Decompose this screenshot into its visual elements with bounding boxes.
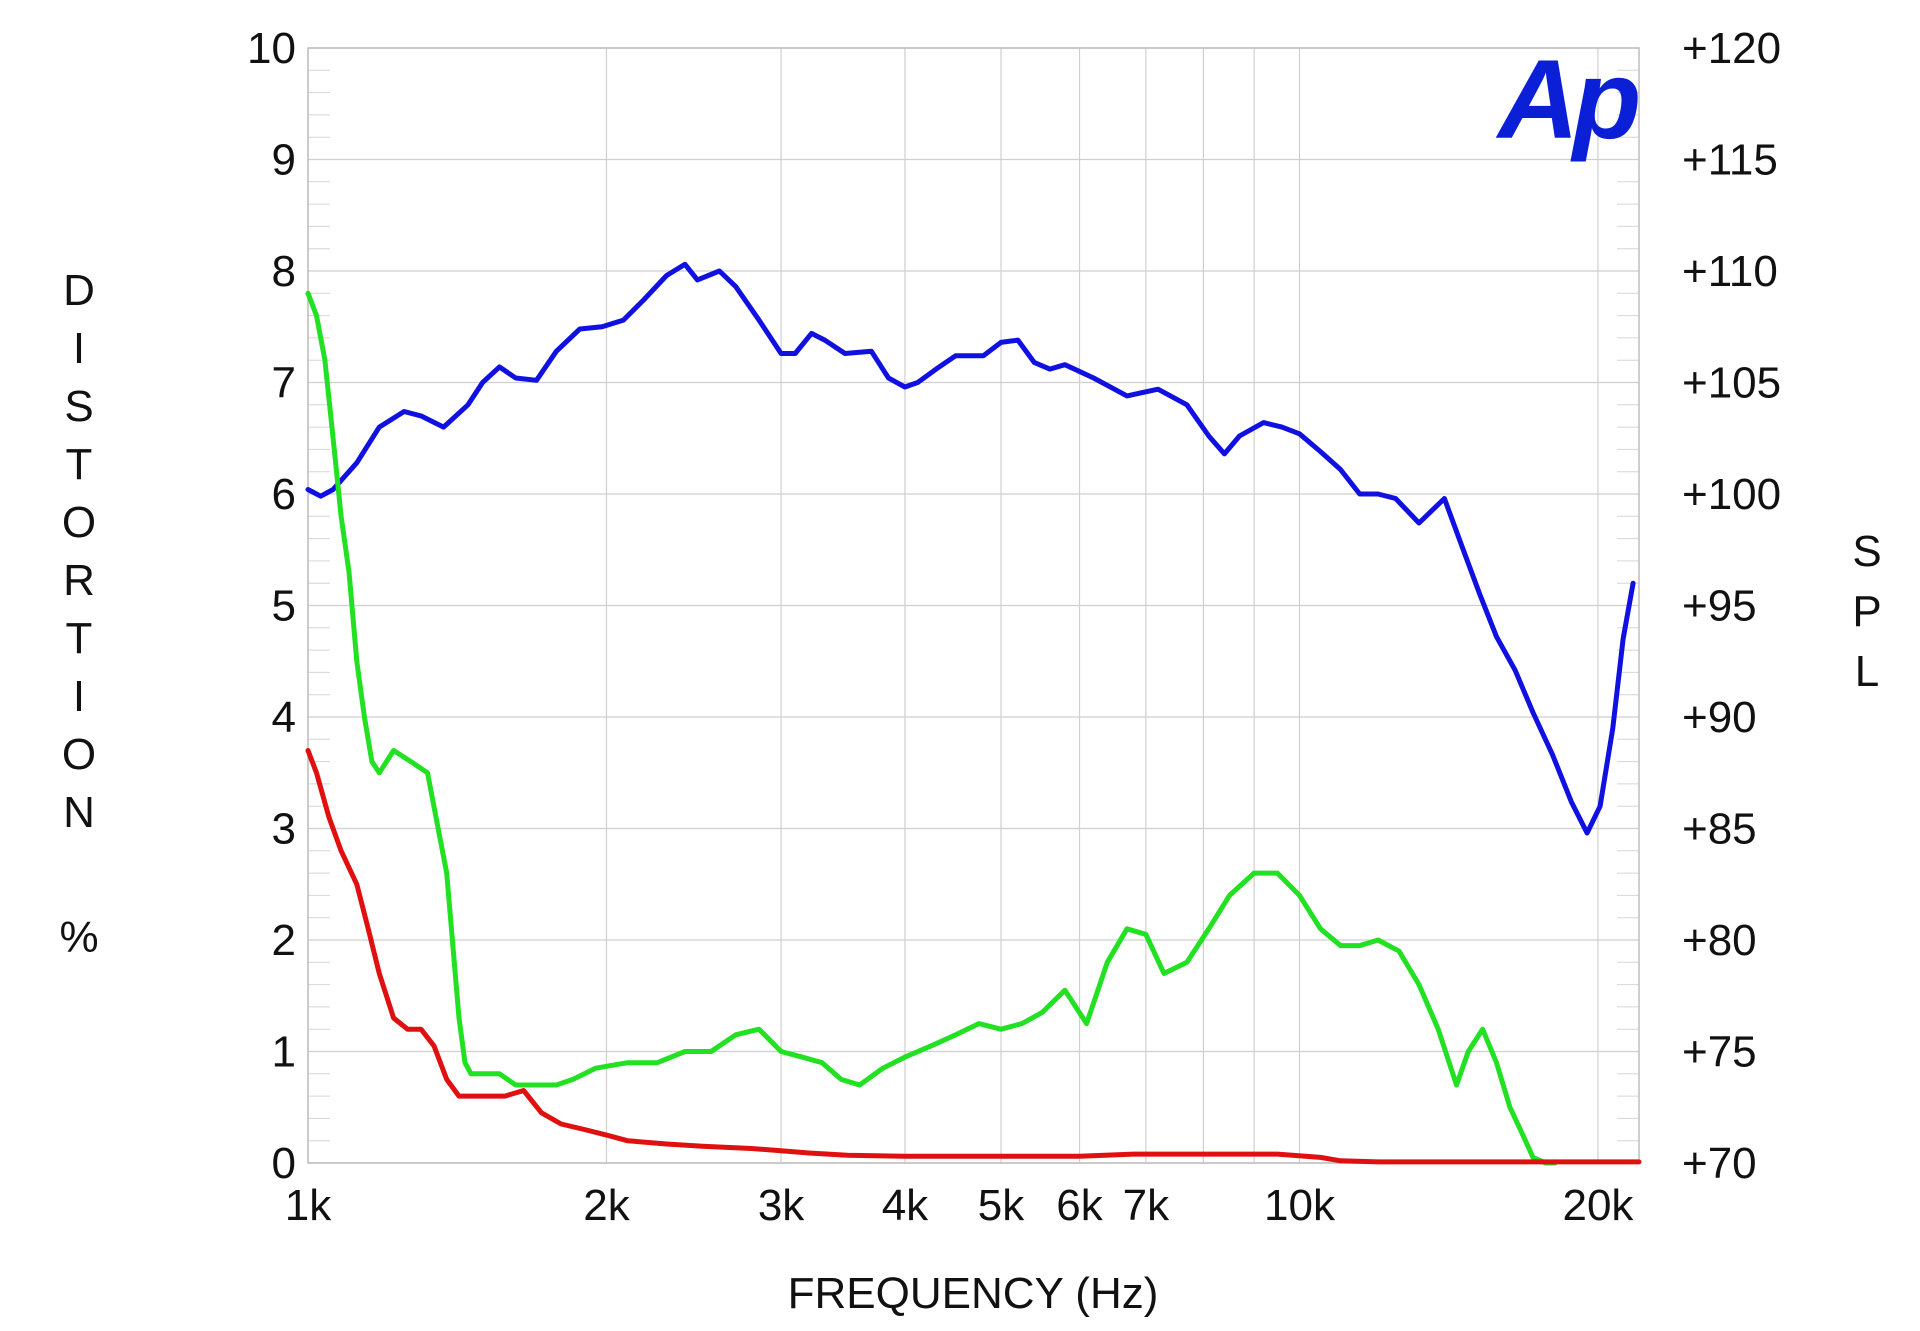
- series-lines: [305, 261, 1642, 1166]
- major-grid: [307, 47, 1639, 1164]
- right-y-tick-label: +75: [1682, 1028, 1757, 1077]
- x-tick-label: 7k: [1123, 1181, 1170, 1230]
- x-tick-label: 20k: [1562, 1181, 1634, 1230]
- left-y-tick-label: 6: [272, 470, 296, 519]
- minor-grid: [308, 69, 1639, 1142]
- x-tick-label: 6k: [1056, 1181, 1103, 1230]
- series-line-3: [305, 748, 1642, 1165]
- left-y-tick-label: 9: [272, 136, 296, 185]
- left-y-tick-label: 5: [272, 582, 296, 631]
- right-y-tick-label: +115: [1682, 136, 1778, 185]
- right-y-tick-label: +100: [1682, 470, 1781, 519]
- right-y-tick-labels: +70 +75 +80 +85 +90 +95 +100 +105 +110 +115 +120: [1682, 24, 1781, 1188]
- right-y-tick-label: +120: [1682, 24, 1781, 73]
- plot-frame: [307, 47, 1640, 1164]
- x-tick-label: 4k: [882, 1181, 929, 1230]
- x-axis-title: FREQUENCY (Hz): [788, 1269, 1159, 1318]
- x-tick-labels: 1k 2k 3k 4k 5k 6k 7k 10k 20k: [285, 1181, 1635, 1230]
- x-tick-label: 1k: [285, 1181, 332, 1230]
- left-y-tick-label: 7: [272, 359, 296, 408]
- right-y-tick-label: +110: [1682, 247, 1778, 296]
- right-y-tick-label: +95: [1682, 582, 1757, 631]
- left-y-tick-label: 8: [272, 247, 296, 296]
- left-y-tick-label: 2: [272, 916, 296, 965]
- series-line-2: [305, 290, 1558, 1166]
- ap-logo: Ap: [1495, 37, 1638, 162]
- left-y-tick-labels: 0 1 2 3 4 5 6 7 8 9 10: [247, 24, 296, 1188]
- x-tick-label: 10k: [1264, 1181, 1336, 1230]
- x-tick-label: 5k: [978, 1181, 1025, 1230]
- series-line-1: [305, 261, 1636, 836]
- right-y-tick-label: +105: [1682, 359, 1781, 408]
- left-y-tick-label: 3: [272, 805, 296, 854]
- left-y-tick-label: 0: [272, 1139, 296, 1188]
- left-y-tick-label: 10: [247, 24, 296, 73]
- right-y-tick-label: +70: [1682, 1139, 1757, 1188]
- left-y-tick-label: 4: [272, 693, 296, 742]
- right-y-tick-label: +85: [1682, 805, 1757, 854]
- right-y-tick-label: +90: [1682, 693, 1757, 742]
- right-y-tick-label: +80: [1682, 916, 1757, 965]
- x-tick-label: 2k: [583, 1181, 630, 1230]
- x-tick-label: 3k: [758, 1181, 805, 1230]
- left-y-tick-label: 1: [272, 1028, 296, 1077]
